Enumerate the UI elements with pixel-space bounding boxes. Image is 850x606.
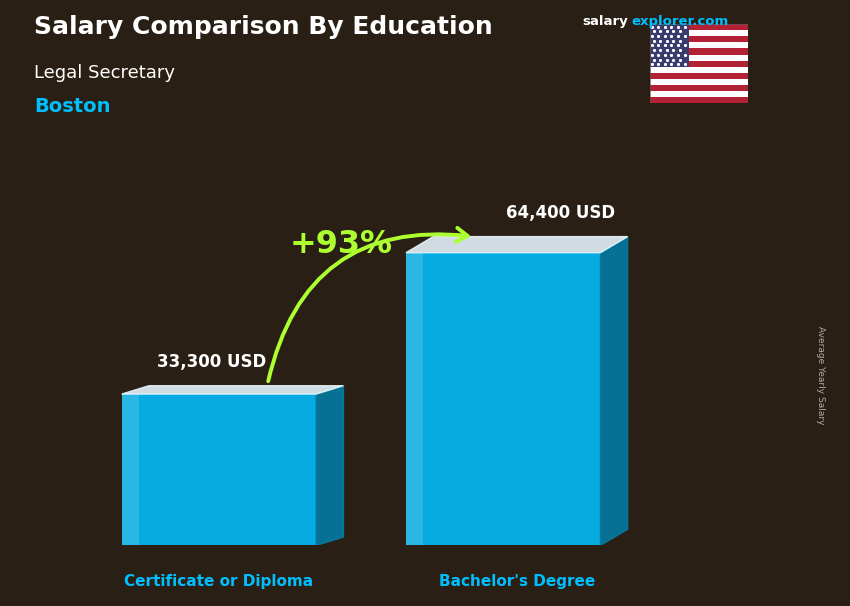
Text: explorer.com: explorer.com — [632, 15, 728, 28]
Bar — [650, 30, 748, 36]
Text: Legal Secretary: Legal Secretary — [34, 64, 175, 82]
Text: Certificate or Diploma: Certificate or Diploma — [124, 574, 314, 590]
Bar — [650, 97, 748, 103]
Bar — [406, 253, 600, 545]
Polygon shape — [122, 386, 343, 394]
Bar — [650, 61, 748, 67]
Bar — [650, 36, 748, 42]
Text: Boston: Boston — [34, 97, 110, 116]
Polygon shape — [406, 236, 627, 253]
Bar — [650, 42, 748, 48]
Text: salary: salary — [582, 15, 628, 28]
Bar — [650, 79, 748, 85]
Bar — [122, 394, 139, 545]
Bar — [650, 48, 748, 55]
Bar — [122, 394, 316, 545]
Bar — [650, 91, 748, 97]
Bar — [650, 55, 748, 61]
Text: Salary Comparison By Education: Salary Comparison By Education — [34, 15, 493, 39]
Bar — [650, 73, 748, 79]
Polygon shape — [600, 236, 627, 545]
Text: 33,300 USD: 33,300 USD — [157, 353, 266, 371]
Polygon shape — [316, 386, 343, 545]
Bar — [650, 85, 748, 91]
Bar — [650, 67, 748, 73]
Text: +93%: +93% — [289, 229, 393, 261]
Text: Bachelor's Degree: Bachelor's Degree — [439, 574, 595, 590]
Text: Average Yearly Salary: Average Yearly Salary — [816, 327, 824, 425]
Bar — [650, 24, 689, 67]
Bar — [406, 253, 423, 545]
Bar — [650, 24, 748, 30]
Text: 64,400 USD: 64,400 USD — [506, 204, 615, 222]
